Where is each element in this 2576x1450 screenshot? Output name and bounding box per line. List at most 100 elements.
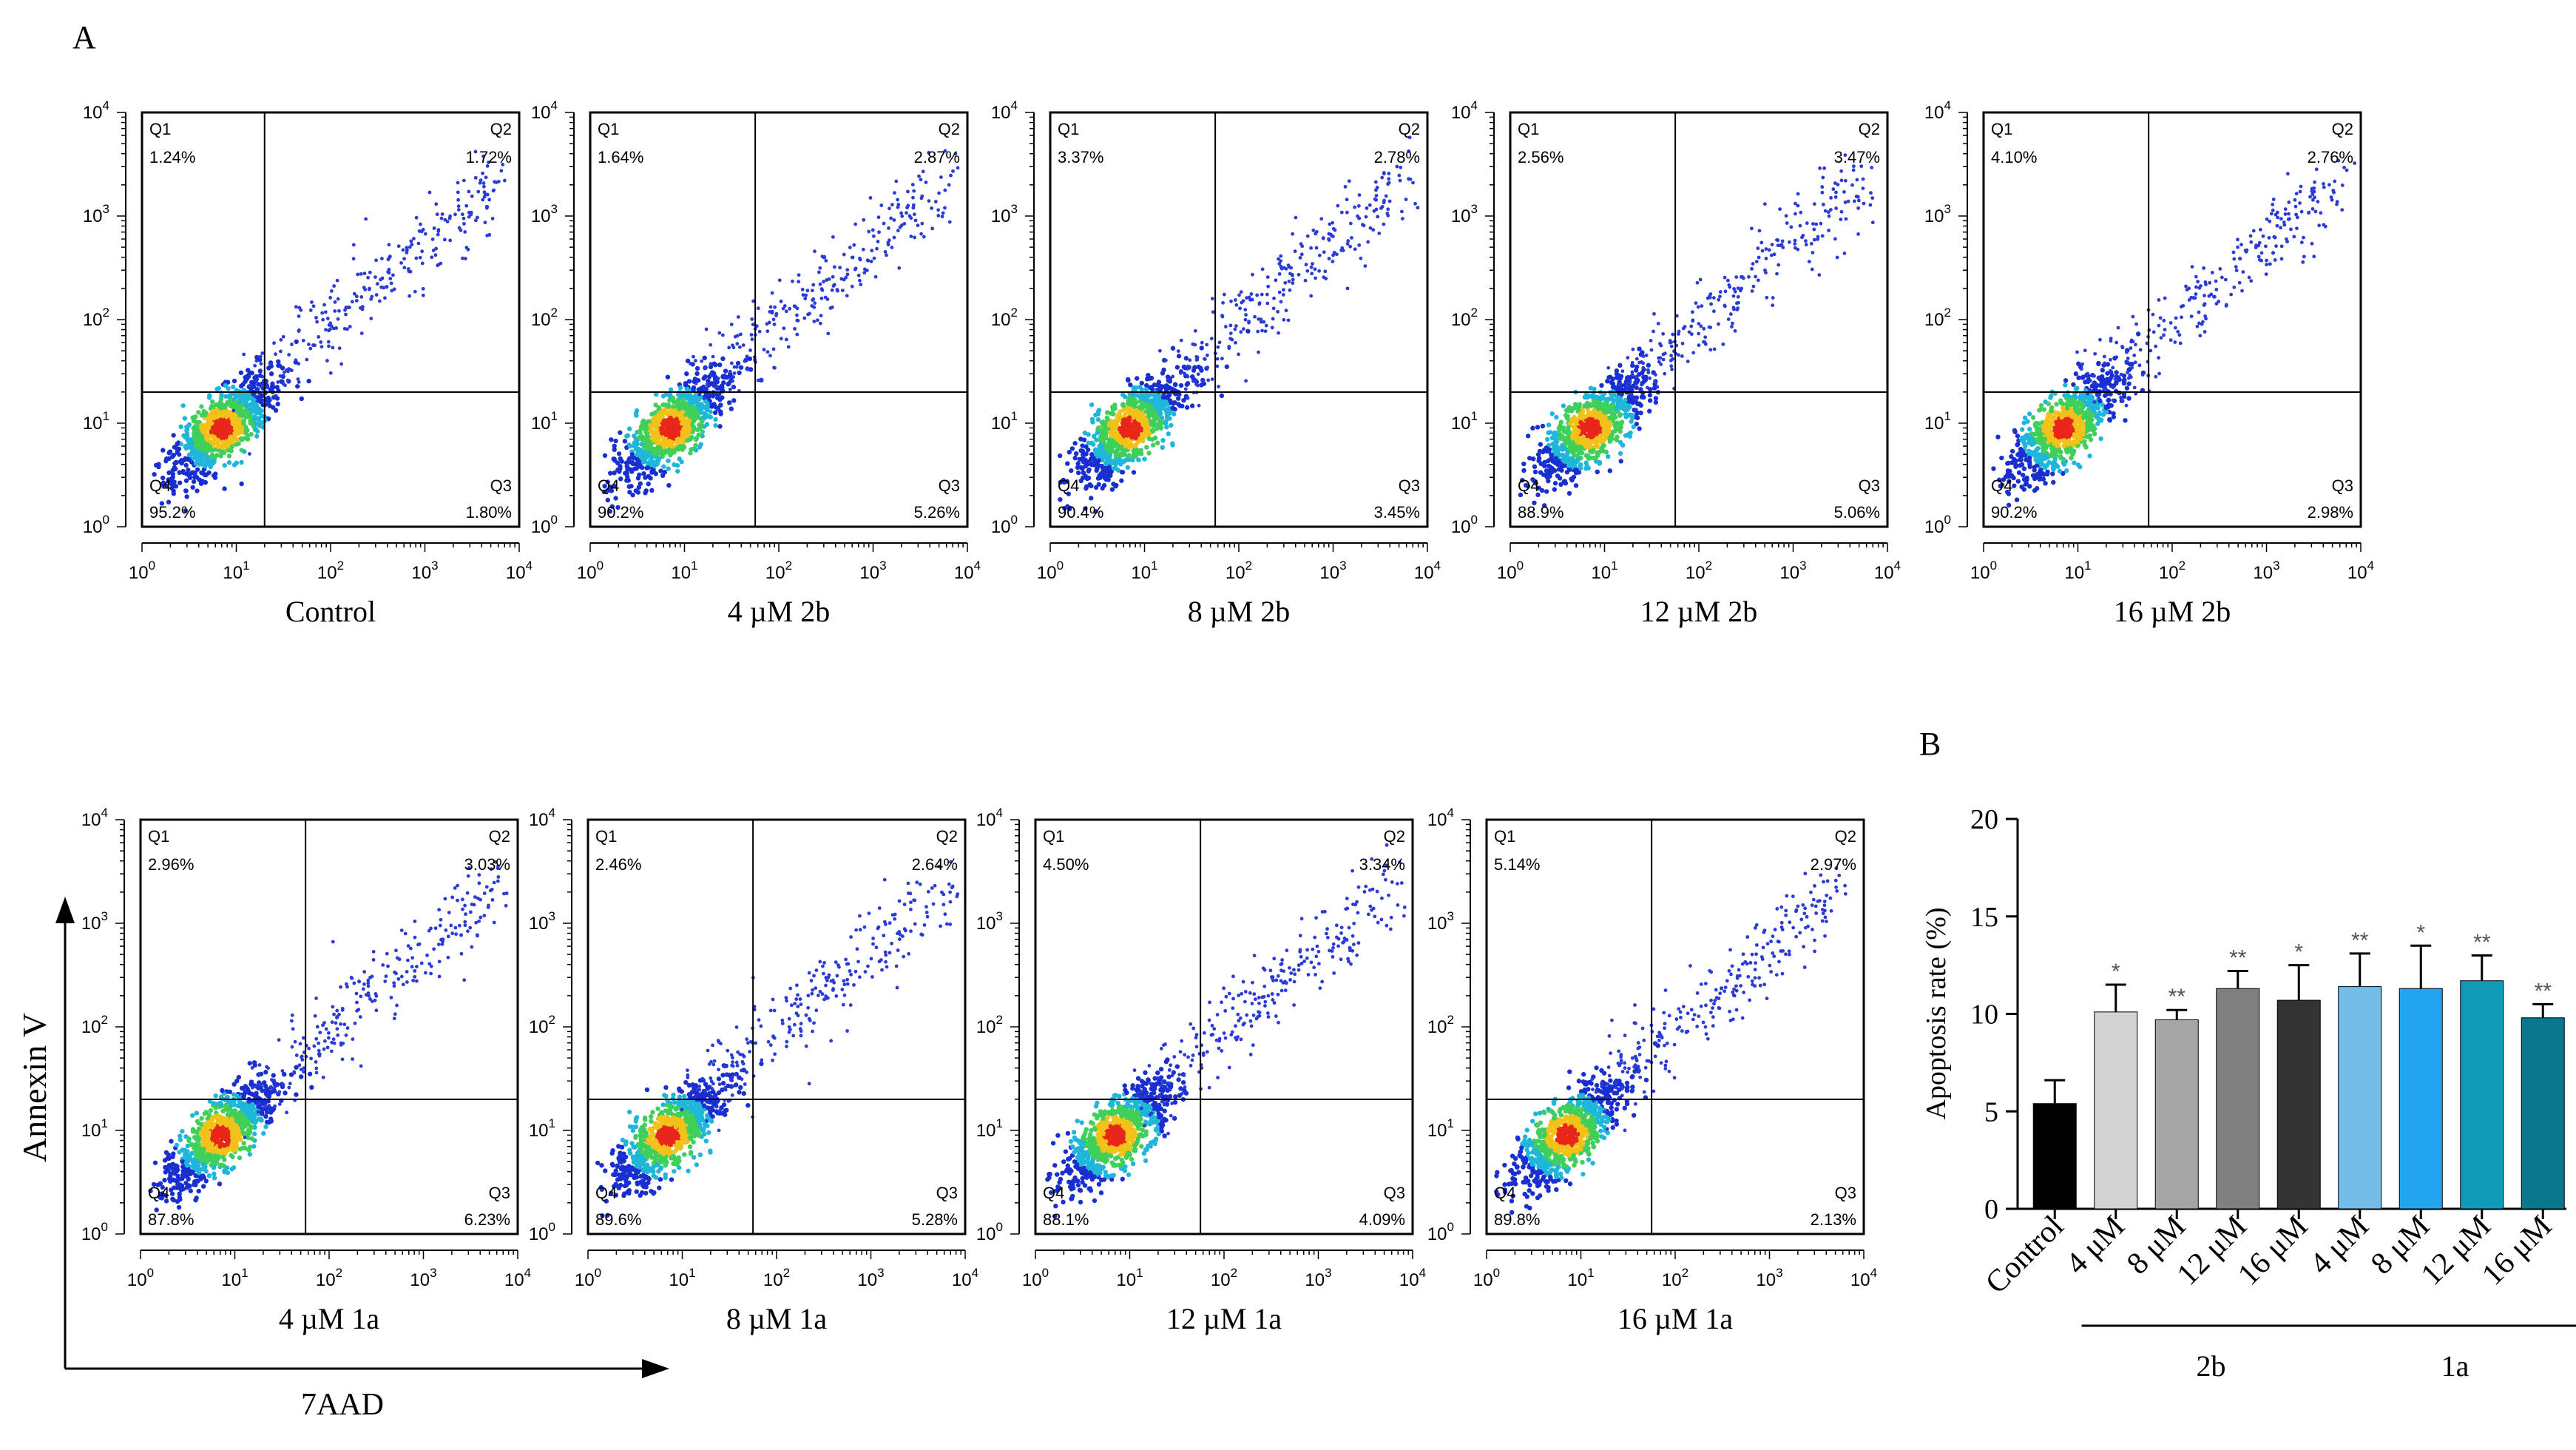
event-dot <box>640 459 646 465</box>
event-dot <box>1629 415 1635 420</box>
event-dot <box>888 206 891 211</box>
event-dot <box>1144 429 1150 434</box>
flow-plot: Q12.56%Q23.47%Q35.06%Q488.9%100100101101… <box>1451 98 1901 628</box>
event-dot <box>254 354 260 360</box>
event-dot <box>700 434 705 439</box>
event-dot <box>375 282 379 286</box>
event-dot <box>1328 222 1332 226</box>
event-dot <box>443 218 447 222</box>
event-dot <box>1649 338 1653 343</box>
event-dot <box>1069 468 1074 473</box>
quadrant-q2-value: 2.78% <box>1374 148 1420 166</box>
event-dot <box>1205 343 1209 347</box>
event-dot <box>1176 354 1182 359</box>
event-dot <box>448 214 453 218</box>
event-dot <box>473 149 478 154</box>
event-dot <box>1233 298 1237 302</box>
event-dot <box>1620 401 1626 407</box>
event-dot <box>1397 173 1402 178</box>
event-dot <box>166 477 171 482</box>
event-dot <box>912 189 916 193</box>
event-dot <box>887 226 890 230</box>
event-dot <box>211 459 216 465</box>
quadrant-q2-name: Q2 <box>939 120 960 138</box>
event-dot <box>819 314 823 318</box>
event-dot <box>1546 422 1552 428</box>
event-dot <box>1382 222 1386 226</box>
event-dot <box>1158 348 1162 353</box>
event-dot <box>1606 428 1612 434</box>
event-dot <box>765 322 769 326</box>
event-dot <box>1785 221 1789 225</box>
event-dot <box>1796 203 1800 208</box>
event-dot <box>296 377 300 381</box>
event-dot <box>1780 239 1785 243</box>
event-dot <box>906 203 910 208</box>
event-dot <box>663 402 668 408</box>
quadrant-q3-value: 5.26% <box>914 503 960 522</box>
event-dot <box>225 431 230 436</box>
event-dot <box>363 288 368 291</box>
event-dot <box>1210 377 1214 382</box>
event-dot <box>1653 380 1657 384</box>
event-dot <box>1627 404 1632 410</box>
event-dot <box>1140 420 1146 426</box>
event-dot <box>1626 356 1630 360</box>
event-dot <box>1209 337 1214 341</box>
event-dot <box>1126 415 1132 420</box>
event-dot <box>272 341 276 345</box>
event-dot <box>178 441 183 447</box>
event-dot <box>1641 354 1646 358</box>
event-dot <box>1146 436 1152 442</box>
event-dot <box>1868 203 1873 207</box>
event-dot <box>1366 240 1370 244</box>
event-dot <box>1210 297 1214 301</box>
event-dot <box>762 348 766 351</box>
event-dot <box>247 403 252 408</box>
event-dot <box>184 431 190 436</box>
event-dot <box>1612 428 1617 434</box>
event-dot <box>1821 175 1825 180</box>
event-dot <box>212 435 217 440</box>
event-dot <box>1549 469 1555 475</box>
event-dot <box>1341 249 1345 252</box>
event-dot <box>214 422 220 428</box>
event-dot <box>1618 459 1623 464</box>
event-dot <box>327 344 331 348</box>
event-dot <box>605 497 611 503</box>
event-dot <box>1601 409 1607 415</box>
event-dot <box>820 254 825 258</box>
event-dot <box>818 266 822 270</box>
event-dot <box>1090 455 1095 460</box>
event-dot <box>1814 222 1819 226</box>
event-dot <box>661 464 666 469</box>
event-dot <box>413 289 417 294</box>
event-dot <box>1793 242 1797 246</box>
event-dot <box>1615 434 1620 439</box>
event-dot <box>660 431 665 436</box>
event-dot <box>1161 367 1166 373</box>
event-dot <box>1521 468 1527 473</box>
event-dot <box>1612 384 1617 390</box>
event-dot <box>1589 403 1594 408</box>
event-dot <box>1646 368 1650 372</box>
event-dot <box>1607 405 1612 411</box>
event-dot <box>1265 301 1270 306</box>
event-dot <box>1146 425 1151 431</box>
event-dot <box>660 442 666 447</box>
event-dot <box>431 249 436 252</box>
event-dot <box>260 351 265 355</box>
event-dot <box>410 243 414 246</box>
event-dot <box>412 237 416 240</box>
event-dot <box>1854 195 1859 198</box>
event-dot <box>206 424 212 429</box>
event-dot <box>238 370 244 375</box>
event-dot <box>1614 368 1620 374</box>
event-dot <box>1565 459 1571 464</box>
event-dot <box>643 488 649 493</box>
event-dot <box>892 218 896 222</box>
event-dot <box>364 217 368 221</box>
event-dot <box>1630 400 1635 405</box>
event-dot <box>440 212 444 216</box>
event-dot <box>1175 396 1181 401</box>
